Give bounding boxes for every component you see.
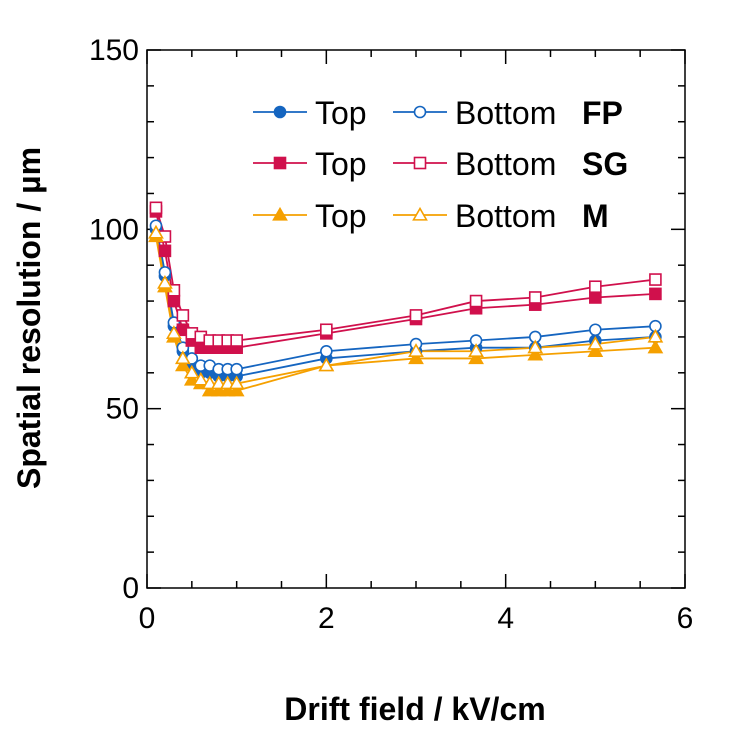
series-points-m-bottom xyxy=(148,224,664,390)
data-point xyxy=(166,325,182,340)
legend: Top Bottom FP Top Bottom SG Top Bottom M xyxy=(253,95,628,234)
data-point xyxy=(468,343,484,357)
legend-marker-bottom xyxy=(413,105,427,119)
legend-marker-bottom xyxy=(413,156,427,170)
data-point xyxy=(228,382,245,397)
series-points-fp-bottom xyxy=(149,219,662,376)
data-point xyxy=(176,309,190,322)
data-point xyxy=(318,357,335,372)
y-tick-label: 50 xyxy=(106,393,139,426)
data-point xyxy=(148,224,164,239)
data-point xyxy=(183,364,200,379)
y-tick-label: 0 xyxy=(122,572,139,605)
data-point xyxy=(649,273,662,286)
series-line-fp-top xyxy=(155,229,656,378)
data-point xyxy=(158,244,172,258)
series-points-sg-bottom xyxy=(149,201,662,347)
data-point xyxy=(589,291,602,304)
data-point xyxy=(230,362,243,376)
data-point xyxy=(589,280,602,294)
data-point xyxy=(409,309,423,322)
legend-label-bottom: Bottom xyxy=(455,146,556,182)
data-point xyxy=(174,357,191,372)
legend-row-m: Top Bottom M xyxy=(253,198,609,234)
data-point xyxy=(587,343,604,357)
legend-label-top: Top xyxy=(315,146,367,182)
y-axis-title: Spatial resolution / µm xyxy=(11,147,47,489)
legend-label-top: Top xyxy=(315,198,367,234)
data-point xyxy=(408,350,424,365)
series-line-m-bottom xyxy=(155,232,656,385)
legend-label-bottom: Bottom xyxy=(455,95,556,131)
x-tick-label: 6 xyxy=(677,602,694,635)
legend-marker-top xyxy=(272,206,288,221)
data-point xyxy=(527,339,544,354)
x-tick-label: 2 xyxy=(318,602,335,635)
legend-marker-top xyxy=(273,105,287,119)
series-layer xyxy=(148,201,664,397)
series-points-fp-top xyxy=(149,223,662,383)
legend-marker-bottom xyxy=(412,206,428,221)
tick-labels: 0 2 4 6 0 50 100 150 xyxy=(89,34,693,635)
data-point xyxy=(230,334,243,347)
data-point xyxy=(528,291,542,304)
x-tick-label: 4 xyxy=(497,602,514,635)
data-point xyxy=(167,294,181,308)
data-point xyxy=(468,350,484,365)
data-point xyxy=(192,371,209,386)
data-point xyxy=(320,323,333,337)
data-point xyxy=(174,350,191,365)
axis-ticks xyxy=(146,49,686,589)
legend-row-sg: Top Bottom SG xyxy=(253,146,628,182)
y-tick-label: 150 xyxy=(89,34,139,67)
legend-label-group: SG xyxy=(582,146,628,182)
data-point xyxy=(320,344,333,358)
data-point xyxy=(527,346,544,361)
data-point xyxy=(647,339,664,354)
legend-label-group: FP xyxy=(582,95,623,131)
legend-row-fp: Top Bottom FP xyxy=(253,95,623,131)
data-point xyxy=(469,294,483,308)
data-point xyxy=(149,201,163,215)
legend-label-top: Top xyxy=(315,95,367,131)
data-point xyxy=(649,287,662,301)
series-line-sg-top xyxy=(155,211,656,349)
data-point xyxy=(408,343,424,357)
data-point xyxy=(157,275,173,289)
data-point xyxy=(587,335,604,350)
legend-label-group: M xyxy=(582,198,609,234)
y-tick-label: 100 xyxy=(89,213,139,246)
data-point xyxy=(647,328,664,343)
x-tick-label: 0 xyxy=(139,602,156,635)
x-axis-title: Drift field / kV/cm xyxy=(284,691,545,727)
data-point xyxy=(589,323,602,337)
legend-label-bottom: Bottom xyxy=(455,198,556,234)
data-point xyxy=(228,375,245,390)
legend-marker-top xyxy=(273,156,287,170)
